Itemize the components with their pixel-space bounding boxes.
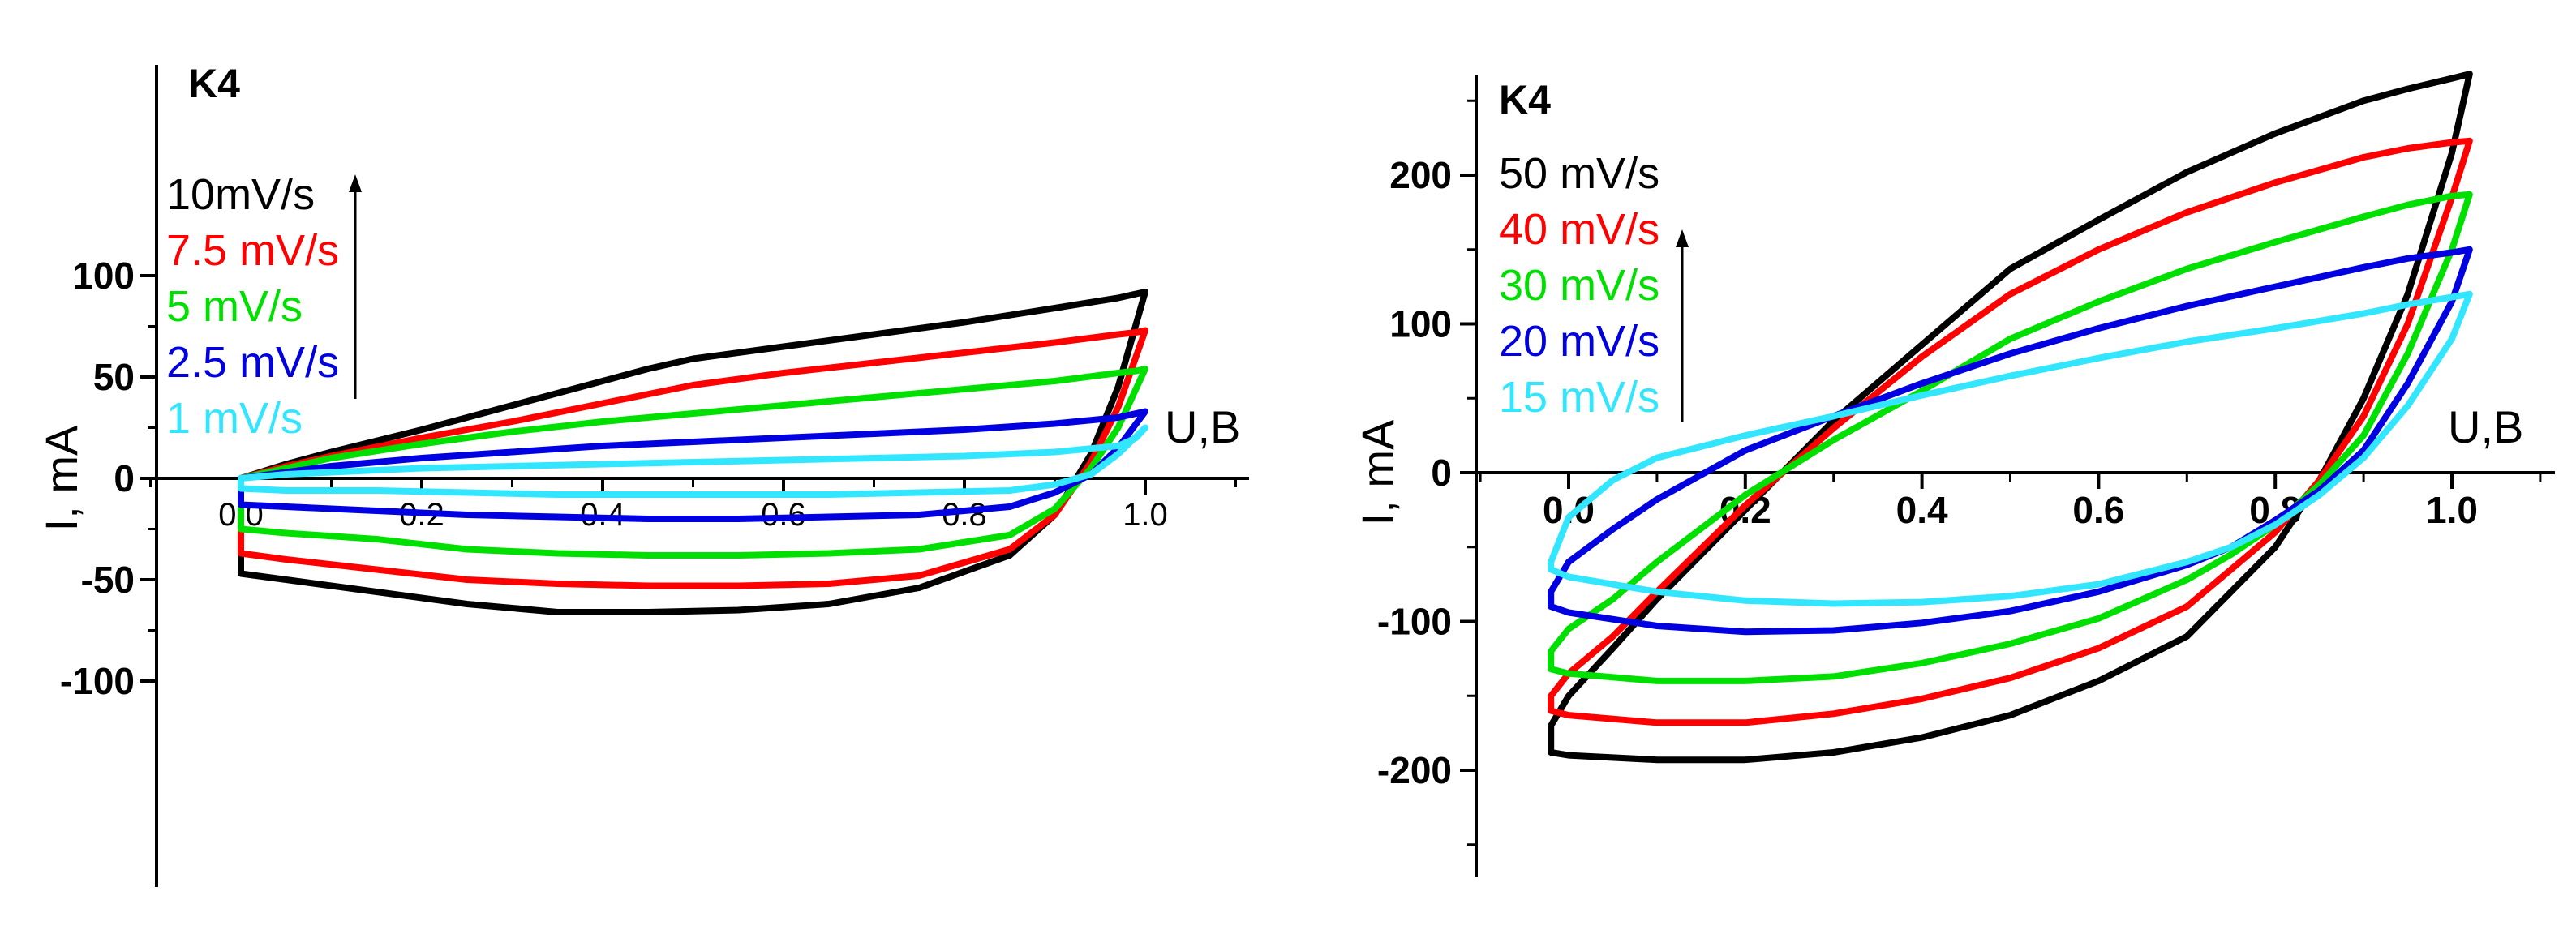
y-tick-label: 0 [114, 457, 135, 499]
legend-entry: 5 mV/s [166, 282, 303, 331]
y-axis-label: I, mA [1352, 419, 1403, 525]
chart-title: K4 [1499, 77, 1551, 122]
x-tick-label: 0.6 [2072, 489, 2124, 531]
x-axis-label: U,B [2448, 401, 2523, 452]
legend-entry: 50 mV/s [1499, 149, 1659, 198]
scan-rate-arrow-head [1676, 229, 1689, 247]
legend-entry: 15 mV/s [1499, 373, 1659, 422]
x-tick-label: 1.0 [1123, 497, 1168, 533]
chart-title: K4 [188, 61, 240, 106]
scan-rate-arrow-head [349, 174, 362, 192]
y-tick-label: 50 [93, 356, 135, 398]
x-axis-label: U,B [1165, 401, 1240, 452]
x-tick-label: 1.0 [2426, 489, 2478, 531]
legend-entry: 30 mV/s [1499, 261, 1659, 310]
series-line-4 [1548, 246, 2473, 636]
y-tick-label: 100 [72, 255, 135, 297]
y-tick-label: 100 [1389, 303, 1452, 345]
y-tick-label: -100 [1377, 601, 1452, 643]
y-axis-label: I, mA [36, 425, 87, 531]
legend-entry: 1 mV/s [166, 394, 303, 443]
series-line-1 [238, 289, 1148, 615]
series-line-4 [238, 408, 1148, 522]
y-tick-label: -50 [81, 559, 135, 601]
series-line-5 [1548, 290, 2473, 607]
legend-entry: 20 mV/s [1499, 317, 1659, 366]
y-tick-label: 0 [1431, 452, 1452, 494]
legend-entry: 2.5 mV/s [166, 338, 339, 387]
y-tick-label: -100 [60, 660, 135, 702]
series-line-5 [238, 424, 1148, 498]
series-line-2 [238, 327, 1148, 589]
legend-entry: 7.5 mV/s [166, 226, 339, 275]
series-line-1 [1548, 71, 2473, 764]
legend-entry: 10mV/s [166, 170, 315, 219]
series-line-3 [238, 366, 1148, 559]
y-tick-label: -200 [1377, 749, 1452, 791]
x-tick-label: 0.4 [1896, 489, 1948, 531]
legend-entry: 40 mV/s [1499, 205, 1659, 254]
y-tick-label: 200 [1389, 154, 1452, 196]
